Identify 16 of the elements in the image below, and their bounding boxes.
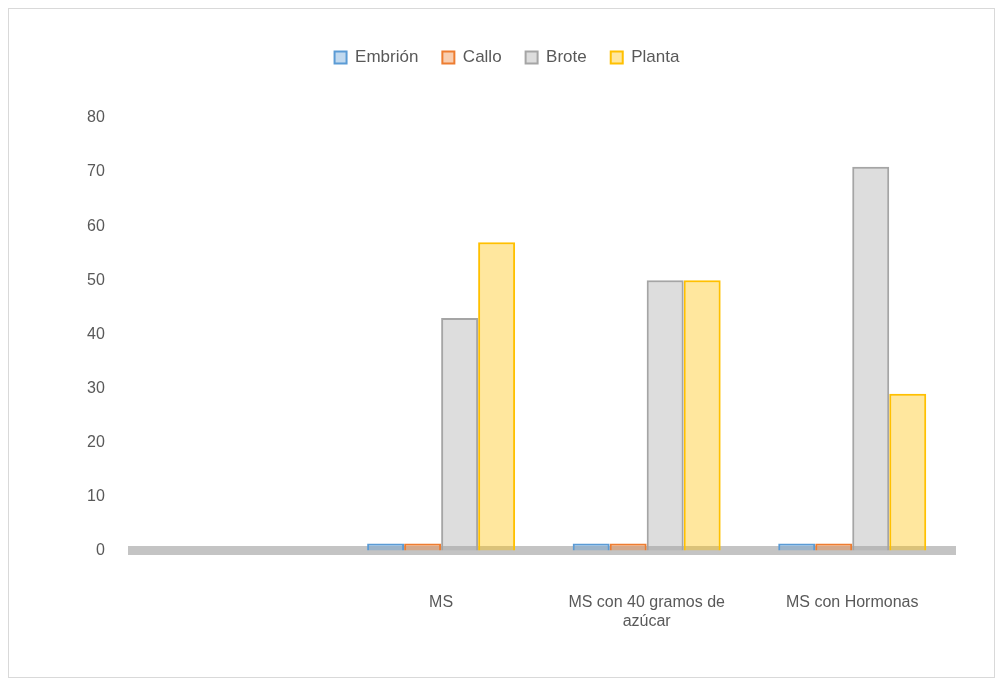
- legend-label: Planta: [631, 47, 680, 67]
- y-tick-label: 20: [87, 432, 105, 450]
- y-tick-label: 70: [87, 162, 105, 180]
- y-tick-label: 10: [87, 486, 105, 504]
- y-tick-label: 0: [95, 541, 105, 559]
- y-tick-label: 80: [87, 108, 105, 126]
- y-tick-label: 40: [87, 324, 105, 342]
- y-tick-label: 30: [87, 378, 105, 396]
- x-tick-label: MS con 40 gramos de azúcar: [568, 592, 726, 629]
- y-tick-label: 50: [87, 270, 105, 288]
- legend-label: Brote: [546, 47, 587, 67]
- legend-label: Callo: [462, 47, 502, 67]
- legend-label: Embrión: [355, 47, 419, 67]
- x-tick-label: MS: [429, 592, 454, 610]
- x-tick-label: MS con Hormonas: [785, 592, 919, 610]
- y-tick-label: 60: [87, 216, 105, 234]
